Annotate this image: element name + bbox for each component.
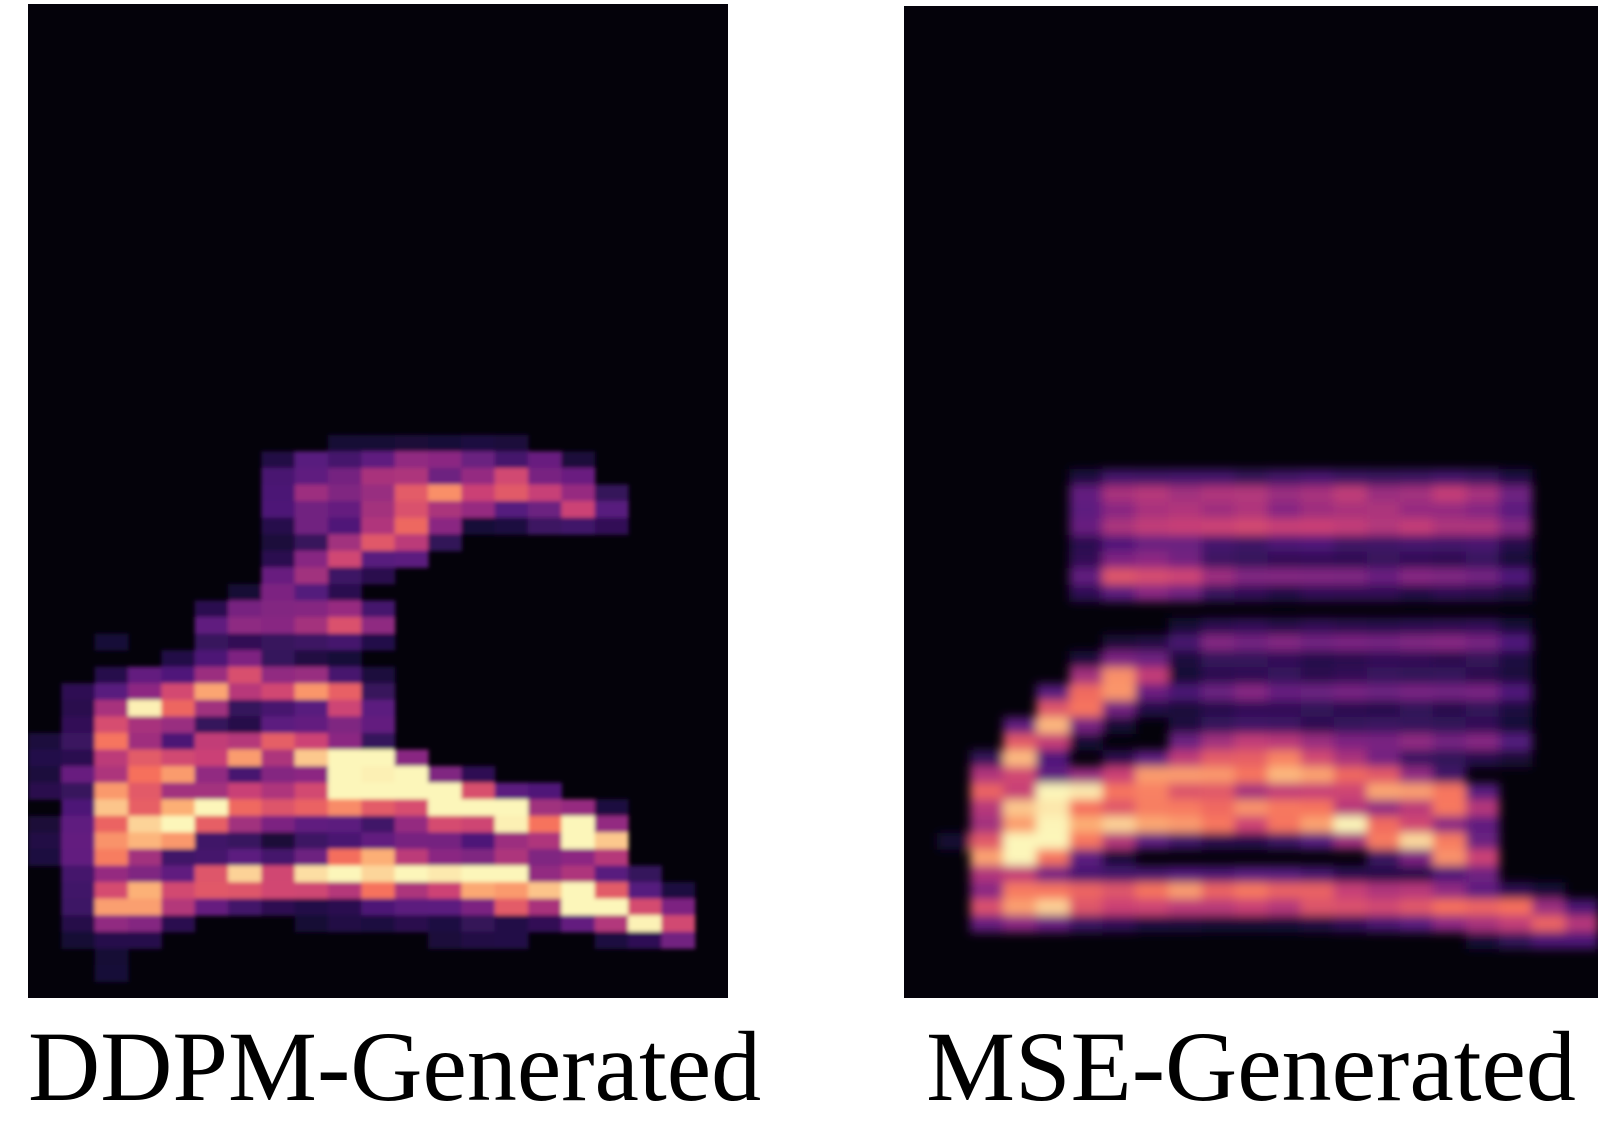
ddpm-spectrogram — [28, 4, 728, 998]
mse-spectrogram-image — [904, 6, 1598, 998]
ddpm-spectrogram-image — [28, 4, 728, 998]
mse-spectrogram — [904, 6, 1598, 998]
mse-caption: MSE-Generated — [926, 1011, 1576, 1122]
ddpm-caption: DDPM-Generated — [28, 1011, 762, 1122]
